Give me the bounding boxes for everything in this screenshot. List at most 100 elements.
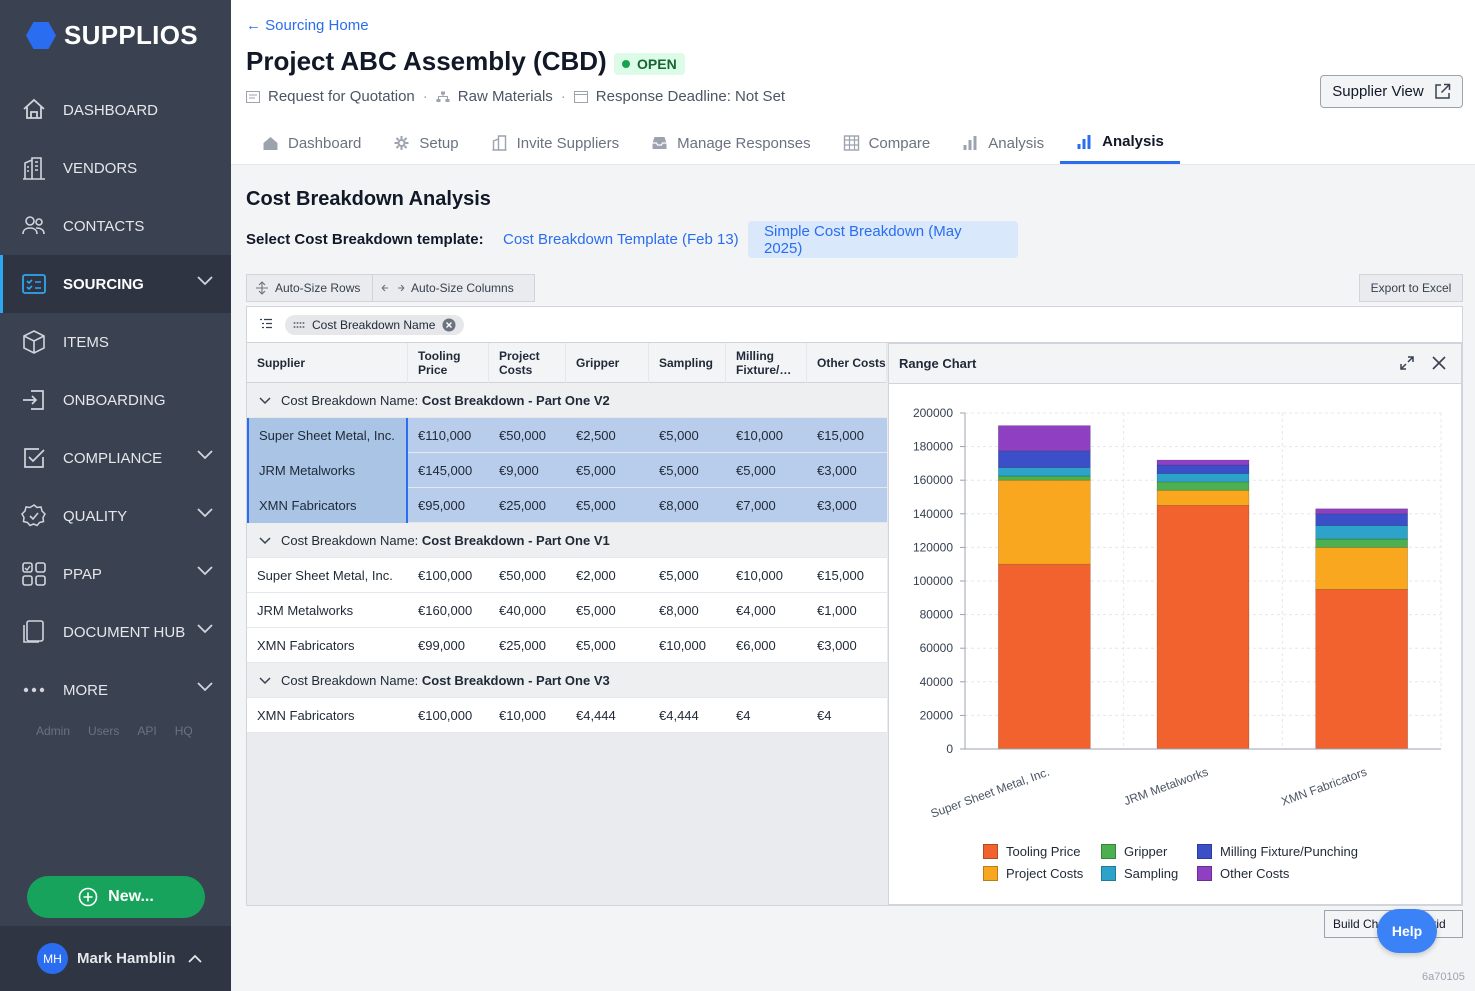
sidebar-item-quality[interactable]: QUALITY xyxy=(0,487,231,545)
user-menu[interactable]: MH Mark Hamblin xyxy=(0,926,231,991)
value-cell[interactable]: €5,000 xyxy=(576,463,616,478)
sidebar-item-ppap[interactable]: PPAP xyxy=(0,545,231,603)
group-chip[interactable]: Cost Breakdown Name xyxy=(285,315,465,335)
tab-dashboard[interactable]: Dashboard xyxy=(246,122,377,164)
value-cell[interactable]: €8,000 xyxy=(659,498,699,513)
table-row[interactable]: XMN Fabricators €99,000 €25,000 €5,000 €10,0… xyxy=(247,628,887,663)
value-cell[interactable]: €15,000 xyxy=(817,568,864,583)
help-button[interactable]: Help xyxy=(1377,909,1437,953)
value-cell[interactable]: €1,000 xyxy=(817,603,857,618)
template-option-feb[interactable]: Cost Breakdown Template (Feb 13) xyxy=(503,231,739,248)
expand-icon[interactable] xyxy=(1399,355,1415,371)
value-cell[interactable]: €15,000 xyxy=(817,428,864,443)
sidebar-item-items[interactable]: ITEMS xyxy=(0,313,231,371)
column-header[interactable]: Supplier xyxy=(247,343,408,383)
admin-link-api[interactable]: API xyxy=(137,724,157,738)
value-cell[interactable]: €5,000 xyxy=(576,603,616,618)
value-cell[interactable]: €110,000 xyxy=(418,428,472,443)
legend-item[interactable]: Sampling xyxy=(1101,866,1197,881)
supplier-cell[interactable]: XMN Fabricators xyxy=(247,488,408,523)
auto-size-columns-button[interactable]: Auto-Size Columns xyxy=(372,274,535,302)
column-header[interactable]: Gripper xyxy=(566,343,649,383)
legend-item[interactable]: Tooling Price xyxy=(983,844,1101,859)
logo[interactable]: SUPPLIOS xyxy=(26,20,198,51)
tab-analysis-active[interactable]: Analysis xyxy=(1060,122,1180,164)
table-row[interactable]: XMN Fabricators €95,000 €25,000 €5,000 €8,00… xyxy=(247,488,887,523)
legend-item[interactable]: Other Costs xyxy=(1197,866,1367,881)
supplier-cell[interactable]: Super Sheet Metal, Inc. xyxy=(247,418,408,453)
value-cell[interactable]: €50,000 xyxy=(499,568,546,583)
value-cell[interactable]: €4,000 xyxy=(736,603,776,618)
supplier-cell[interactable]: Super Sheet Metal, Inc. xyxy=(257,568,393,583)
admin-link-admin[interactable]: Admin xyxy=(36,724,71,738)
value-cell[interactable]: €8,000 xyxy=(659,603,699,618)
close-icon[interactable] xyxy=(1431,355,1447,371)
column-header[interactable]: Milling Fixture/… xyxy=(726,343,807,383)
value-cell[interactable]: €99,000 xyxy=(418,638,465,653)
sidebar-item-vendors[interactable]: VENDORS xyxy=(0,139,231,197)
value-cell[interactable]: €25,000 xyxy=(499,498,546,513)
sidebar-item-more[interactable]: MORE xyxy=(0,661,231,719)
value-cell[interactable]: €5,000 xyxy=(659,428,699,443)
value-cell[interactable]: €95,000 xyxy=(418,498,465,513)
table-row[interactable]: JRM Metalworks €145,000 €9,000 €5,000 €5,000… xyxy=(247,453,887,488)
value-cell[interactable]: €10,000 xyxy=(659,638,706,653)
back-link-label[interactable]: Sourcing Home xyxy=(265,17,369,34)
tab-invite-suppliers[interactable]: Invite Suppliers xyxy=(475,122,636,164)
value-cell[interactable]: €40,000 xyxy=(499,603,546,618)
column-header[interactable]: Other Costs xyxy=(807,343,887,383)
value-cell[interactable]: €5,000 xyxy=(659,568,699,583)
sidebar-item-document-hub[interactable]: DOCUMENT HUB xyxy=(0,603,231,661)
legend-item[interactable]: Project Costs xyxy=(983,866,1101,881)
chevron-down-icon[interactable] xyxy=(259,396,271,405)
value-cell[interactable]: €4 xyxy=(817,708,832,723)
admin-link-users[interactable]: Users xyxy=(88,724,120,738)
value-cell[interactable]: €3,000 xyxy=(817,498,857,513)
value-cell[interactable]: €4,444 xyxy=(659,708,699,723)
column-header[interactable]: Sampling xyxy=(649,343,726,383)
value-cell[interactable]: €145,000 xyxy=(418,463,473,478)
sidebar-item-onboarding[interactable]: ONBOARDING xyxy=(0,371,231,429)
new-button[interactable]: New... xyxy=(27,876,205,918)
tab-setup[interactable]: Setup xyxy=(377,122,474,164)
auto-size-rows-button[interactable]: Auto-Size Rows xyxy=(246,274,373,302)
group-row[interactable]: Cost Breakdown Name: Cost Breakdown - Pa… xyxy=(247,523,887,558)
value-cell[interactable]: €5,000 xyxy=(659,463,699,478)
value-cell[interactable]: €5,000 xyxy=(576,638,616,653)
value-cell[interactable]: €3,000 xyxy=(817,463,857,478)
value-cell[interactable]: €9,000 xyxy=(499,463,539,478)
column-header[interactable]: Tooling Price xyxy=(408,343,489,383)
supplier-cell[interactable]: XMN Fabricators xyxy=(257,708,355,723)
value-cell[interactable]: €10,000 xyxy=(736,428,783,443)
value-cell[interactable]: €2,000 xyxy=(576,568,616,583)
column-header[interactable]: Project Costs xyxy=(489,343,566,383)
supplier-view-button[interactable]: Supplier View xyxy=(1320,75,1463,108)
table-row[interactable]: Super Sheet Metal, Inc. €100,000 €50,000 €2… xyxy=(247,558,887,593)
sidebar-item-sourcing[interactable]: SOURCING xyxy=(0,255,231,313)
sidebar-item-compliance[interactable]: COMPLIANCE xyxy=(0,429,231,487)
list-tree-icon[interactable] xyxy=(259,318,273,331)
tab-analysis[interactable]: Analysis xyxy=(946,122,1060,164)
chevron-down-icon[interactable] xyxy=(259,676,271,685)
value-cell[interactable]: €2,500 xyxy=(576,428,616,443)
value-cell[interactable]: €25,000 xyxy=(499,638,546,653)
export-excel-button[interactable]: Export to Excel xyxy=(1359,274,1463,302)
value-cell[interactable]: €10,000 xyxy=(499,708,546,723)
tab-manage-responses[interactable]: Manage Responses xyxy=(635,122,826,164)
value-cell[interactable]: €100,000 xyxy=(418,568,473,583)
legend-item[interactable]: Gripper xyxy=(1101,844,1197,859)
value-cell[interactable]: €5,000 xyxy=(736,463,776,478)
sidebar-item-contacts[interactable]: CONTACTS xyxy=(0,197,231,255)
supplier-cell[interactable]: JRM Metalworks xyxy=(247,453,408,488)
table-row[interactable]: Super Sheet Metal, Inc. €110,000 €50,000 €2… xyxy=(247,418,887,453)
close-circle-icon[interactable] xyxy=(442,318,456,332)
supplier-cell[interactable]: JRM Metalworks xyxy=(257,603,354,618)
sidebar-item-dashboard[interactable]: DASHBOARD xyxy=(0,81,231,139)
value-cell[interactable]: €100,000 xyxy=(418,708,473,723)
table-row[interactable]: JRM Metalworks €160,000 €40,000 €5,000 €8,00… xyxy=(247,593,887,628)
value-cell[interactable]: €160,000 xyxy=(418,603,473,618)
tab-compare[interactable]: Compare xyxy=(827,122,947,164)
template-option-may[interactable]: Simple Cost Breakdown (May 2025) xyxy=(748,221,1018,258)
value-cell[interactable]: €4,444 xyxy=(576,708,616,723)
supplier-cell[interactable]: XMN Fabricators xyxy=(257,638,355,653)
